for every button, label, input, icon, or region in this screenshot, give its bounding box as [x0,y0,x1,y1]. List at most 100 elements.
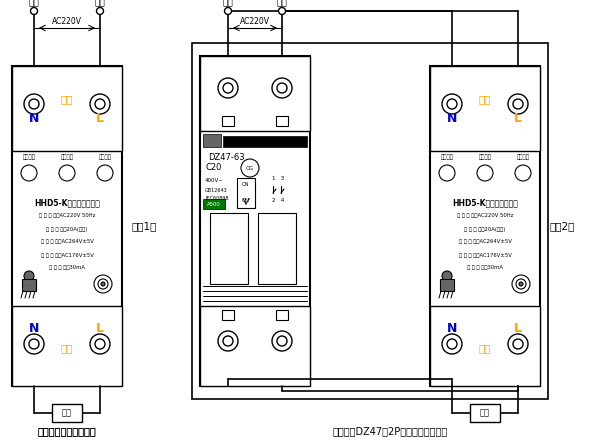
Circle shape [224,7,232,15]
Text: 保护器与DZ47（2P）拼装使用接线图: 保护器与DZ47（2P）拼装使用接线图 [332,426,448,436]
Text: L: L [96,112,104,126]
Text: 输入: 输入 [61,94,73,104]
Circle shape [516,279,526,289]
Circle shape [447,99,457,109]
Circle shape [515,165,531,181]
Circle shape [508,334,528,354]
Text: 漏电试拉: 漏电试拉 [61,154,74,160]
Text: 图（2）: 图（2） [550,221,575,231]
Circle shape [29,99,39,109]
Text: 零线: 零线 [29,0,40,7]
Bar [203,199,225,209]
Bar [258,213,296,284]
Circle shape [447,339,457,349]
Text: A500: A500 [207,202,221,206]
Circle shape [223,83,233,93]
Text: 图（1）: 图（1） [131,221,157,231]
Text: AC220V: AC220V [240,16,270,26]
Text: IEC60898: IEC60898 [205,195,229,201]
Bar [430,306,540,386]
Circle shape [95,99,105,109]
Bar [12,66,122,386]
Bar [52,404,82,422]
Circle shape [24,94,44,114]
Text: N: N [447,112,457,126]
Text: 400V~: 400V~ [205,179,224,183]
Circle shape [477,165,493,181]
Circle shape [442,271,452,281]
Circle shape [90,334,110,354]
Bar [276,116,288,126]
Text: 火线: 火线 [95,0,106,7]
Bar [12,66,122,151]
Bar [22,279,36,291]
Circle shape [277,83,287,93]
Text: 2   4: 2 4 [272,198,284,203]
Circle shape [24,334,44,354]
Text: 工作指示: 工作指示 [440,154,454,160]
Text: 负载: 负载 [480,408,490,418]
Circle shape [29,339,39,349]
Circle shape [277,336,287,346]
Circle shape [508,94,528,114]
Text: 保护器单独使用接线图: 保护器单独使用接线图 [38,426,97,436]
Text: 保护器单独使用接线图: 保护器单独使用接线图 [38,426,97,436]
Text: L: L [514,112,522,126]
Text: ON: ON [242,183,250,187]
Circle shape [272,78,292,98]
Text: 欠 压 保 护：AC176V±5V: 欠 压 保 护：AC176V±5V [41,253,94,258]
Text: N: N [29,112,39,126]
Bar [237,178,255,208]
Circle shape [98,279,108,289]
Circle shape [442,334,462,354]
Circle shape [272,331,292,351]
Circle shape [97,7,104,15]
Bar [276,310,288,320]
Bar [203,134,221,147]
Bar [222,310,234,320]
Bar [430,66,540,386]
Circle shape [31,7,37,15]
Circle shape [218,78,238,98]
Circle shape [513,99,523,109]
Bar [12,306,122,386]
Circle shape [442,94,462,114]
Text: 负载: 负载 [62,408,72,418]
Text: 过 压 保 护：AC264V±5V: 过 压 保 护：AC264V±5V [458,239,511,244]
Text: 漏 电 保 护：30mA: 漏 电 保 护：30mA [49,265,85,270]
Text: GB12643: GB12643 [205,187,228,193]
Circle shape [97,165,113,181]
Circle shape [21,165,37,181]
Text: 复位按钮: 复位按钮 [517,154,530,160]
Text: AC220V: AC220V [52,16,82,26]
Text: L: L [514,321,522,335]
Text: 工 作 电 源：AC220V 50Hz: 工 作 电 源：AC220V 50Hz [457,213,513,218]
Circle shape [223,336,233,346]
Text: C20: C20 [205,164,221,172]
Text: 漏电试拉: 漏电试拉 [479,154,491,160]
Text: 零线: 零线 [223,0,233,7]
Bar [192,43,548,399]
Text: OFF: OFF [241,198,251,203]
Text: HHD5-K家用线路保护器: HHD5-K家用线路保护器 [452,198,518,208]
Text: HHD5-K家用线路保护器: HHD5-K家用线路保护器 [34,198,100,208]
Circle shape [513,339,523,349]
Circle shape [512,275,530,293]
Text: DZ47-63: DZ47-63 [208,153,245,161]
Bar [210,213,248,284]
Text: CG: CG [246,165,254,171]
Circle shape [519,282,523,286]
Text: 工 作 电 源：AC220V 50Hz: 工 作 电 源：AC220V 50Hz [39,213,95,218]
Text: 漏 电 保 护：30mA: 漏 电 保 护：30mA [467,265,503,270]
Text: 输出: 输出 [61,343,73,353]
Circle shape [90,94,110,114]
Bar [200,56,310,386]
Bar [223,136,307,147]
Circle shape [95,339,105,349]
Text: N: N [29,321,39,335]
Circle shape [59,165,75,181]
Circle shape [94,275,112,293]
Text: 欠 压 保 护：AC176V±5V: 欠 压 保 护：AC176V±5V [458,253,511,258]
Text: 输出: 输出 [479,343,491,353]
Circle shape [241,159,259,177]
